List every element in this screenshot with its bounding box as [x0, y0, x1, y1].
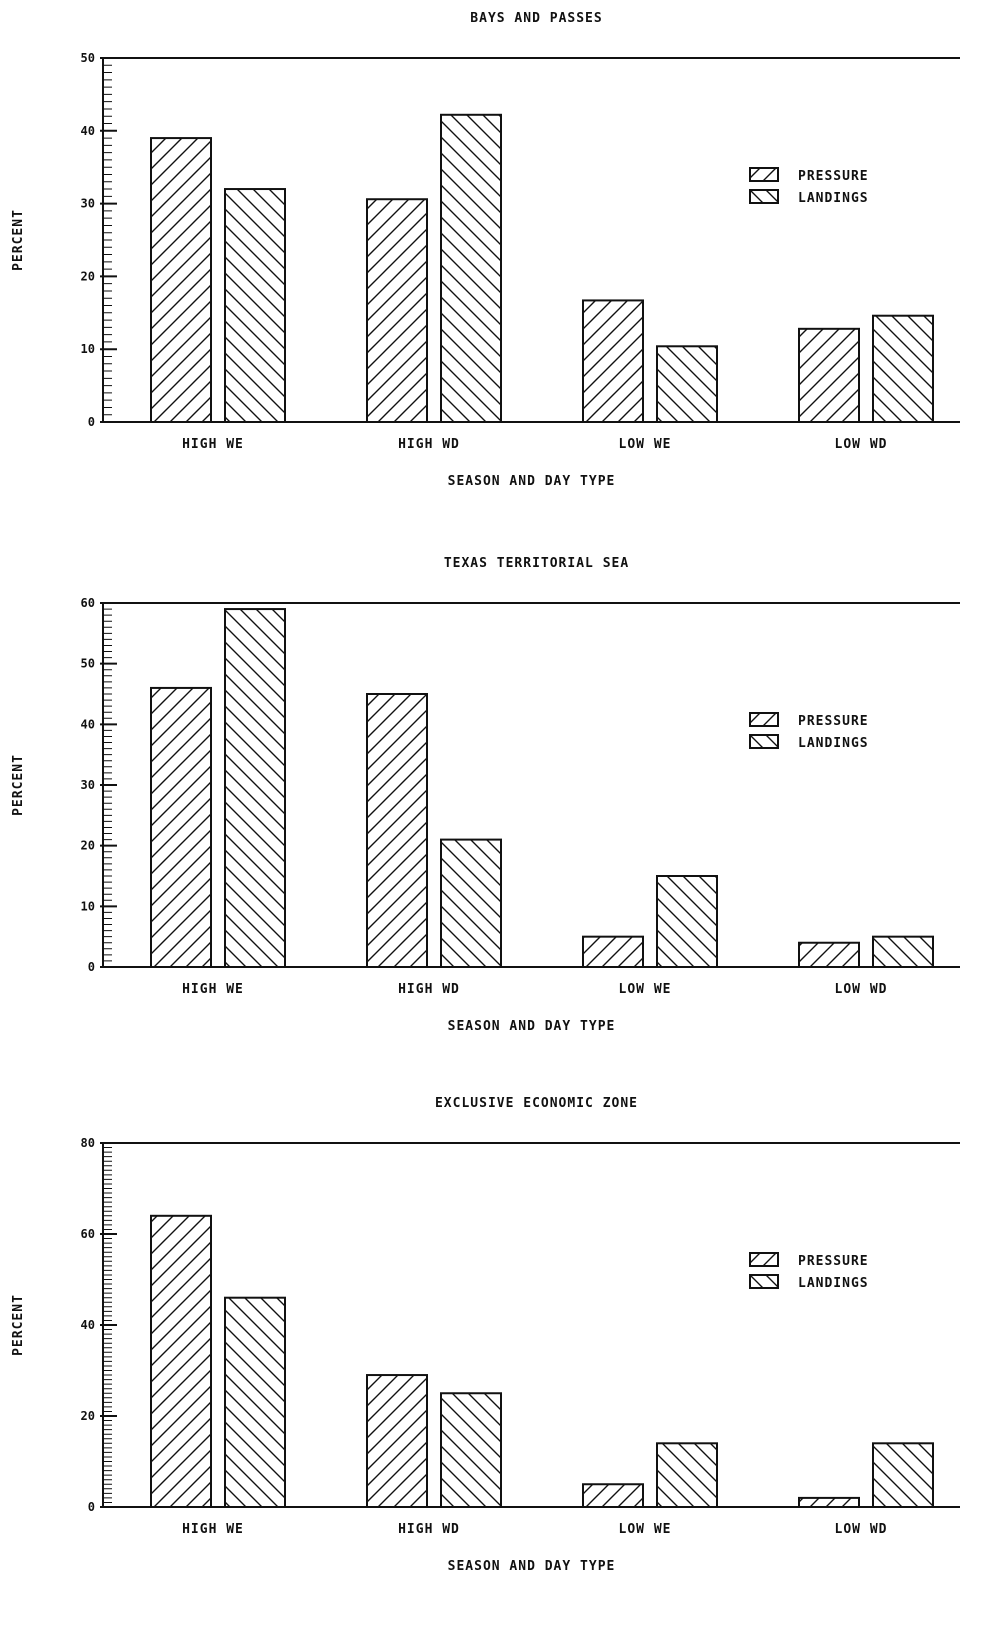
bar-pressure-high-we	[151, 138, 211, 422]
y-tick-label: 40	[81, 1318, 95, 1332]
y-tick-label: 40	[81, 717, 95, 731]
y-tick-label: 30	[81, 197, 95, 211]
y-axis-label: PERCENT	[11, 754, 26, 816]
bar-landings-high-we	[225, 189, 285, 422]
x-tick-label: LOW WD	[835, 1522, 888, 1537]
y-tick-label: 60	[81, 596, 95, 610]
x-axis-label: SEASON AND DAY TYPE	[448, 1019, 616, 1034]
chart-svg: TEXAS TERRITORIAL SEA 0 10 20 30 40 50 60 PERCEN…	[0, 545, 986, 1085]
bar-landings-high-we	[225, 1298, 285, 1507]
bar-landings-low-wd	[873, 937, 933, 967]
bar-pressure-high-we	[151, 1216, 211, 1507]
bar-landings-high-wd	[441, 840, 501, 967]
x-tick-label: LOW WD	[835, 437, 888, 452]
x-tick-label: HIGH WE	[182, 437, 244, 452]
y-tick-label: 40	[81, 124, 95, 138]
bar-pressure-low-wd	[799, 329, 859, 422]
y-tick-label: 10	[81, 342, 95, 356]
chart-texas-territorial-sea: TEXAS TERRITORIAL SEA 0 10 20 30 40 50 60 PERCEN…	[0, 545, 986, 1085]
x-tick-label: HIGH WD	[398, 1522, 460, 1537]
y-tick-label: 0	[88, 1500, 95, 1514]
legend-label-pressure: PRESSURE	[798, 169, 869, 184]
bar-landings-low-wd	[873, 1443, 933, 1507]
y-axis-label: PERCENT	[11, 1294, 26, 1356]
legend-swatch-pressure	[750, 1253, 778, 1266]
chart-exclusive-economic-zone: EXCLUSIVE ECONOMIC ZONE 0 20 40 60 80 PERCENT H…	[0, 1085, 986, 1625]
legend-swatch-pressure	[750, 713, 778, 726]
bar-landings-high-we	[225, 609, 285, 967]
bar-pressure-high-wd	[367, 1375, 427, 1507]
bar-pressure-low-we	[583, 937, 643, 967]
chart-bays-and-passes: BAYS AND PASSES 0 10 20 30 40 50 PERCENT HIGH WE…	[0, 0, 986, 540]
chart-title: BAYS AND PASSES	[470, 11, 602, 26]
legend-swatch-landings	[750, 735, 778, 748]
y-tick-label: 20	[81, 1409, 95, 1423]
x-tick-label: LOW WE	[619, 982, 672, 997]
x-tick-label: LOW WD	[835, 982, 888, 997]
legend: PRESSURE LANDINGS	[750, 713, 869, 751]
bar-pressure-high-wd	[367, 694, 427, 967]
chart-title: TEXAS TERRITORIAL SEA	[444, 556, 629, 571]
y-tick-label: 10	[81, 899, 95, 913]
y-tick-label: 60	[81, 1227, 95, 1241]
bar-pressure-low-we	[583, 1484, 643, 1507]
bar-landings-low-we	[657, 876, 717, 967]
y-minor-ticks	[103, 58, 112, 422]
x-tick-label: HIGH WD	[398, 437, 460, 452]
chart-title: EXCLUSIVE ECONOMIC ZONE	[435, 1096, 638, 1111]
chart-svg: BAYS AND PASSES 0 10 20 30 40 50 PERCENT HIGH WE…	[0, 0, 986, 540]
x-axis-label: SEASON AND DAY TYPE	[448, 474, 616, 489]
y-tick-label: 50	[81, 657, 95, 671]
bar-landings-low-we	[657, 346, 717, 422]
y-tick-label: 20	[81, 269, 95, 283]
legend-label-landings: LANDINGS	[798, 1276, 869, 1291]
bar-pressure-low-wd	[799, 943, 859, 967]
legend-swatch-pressure	[750, 168, 778, 181]
y-tick-label: 30	[81, 778, 95, 792]
bar-pressure-low-we	[583, 300, 643, 422]
y-tick-label: 0	[88, 960, 95, 974]
bar-pressure-high-wd	[367, 199, 427, 422]
x-tick-label: HIGH WE	[182, 982, 244, 997]
legend-label-landings: LANDINGS	[798, 191, 869, 206]
bar-landings-low-we	[657, 1443, 717, 1507]
legend-swatch-landings	[750, 190, 778, 203]
legend: PRESSURE LANDINGS	[750, 1253, 869, 1291]
bar-landings-low-wd	[873, 316, 933, 422]
x-tick-label: LOW WE	[619, 437, 672, 452]
x-tick-label: HIGH WE	[182, 1522, 244, 1537]
y-tick-label: 50	[81, 51, 95, 65]
chart-svg: EXCLUSIVE ECONOMIC ZONE 0 20 40 60 80 PERCENT H…	[0, 1085, 986, 1625]
bar-pressure-low-wd	[799, 1498, 859, 1507]
bar-landings-high-wd	[441, 1393, 501, 1507]
y-tick-label: 20	[81, 839, 95, 853]
y-tick-label: 80	[81, 1136, 95, 1150]
legend-swatch-landings	[750, 1275, 778, 1288]
x-axis-label: SEASON AND DAY TYPE	[448, 1559, 616, 1574]
x-tick-label: LOW WE	[619, 1522, 672, 1537]
bar-landings-high-wd	[441, 115, 501, 422]
y-tick-label: 0	[88, 415, 95, 429]
legend-label-pressure: PRESSURE	[798, 714, 869, 729]
x-tick-label: HIGH WD	[398, 982, 460, 997]
legend-label-landings: LANDINGS	[798, 736, 869, 751]
y-axis-label: PERCENT	[11, 209, 26, 271]
bar-pressure-high-we	[151, 688, 211, 967]
legend: PRESSURE LANDINGS	[750, 168, 869, 206]
legend-label-pressure: PRESSURE	[798, 1254, 869, 1269]
